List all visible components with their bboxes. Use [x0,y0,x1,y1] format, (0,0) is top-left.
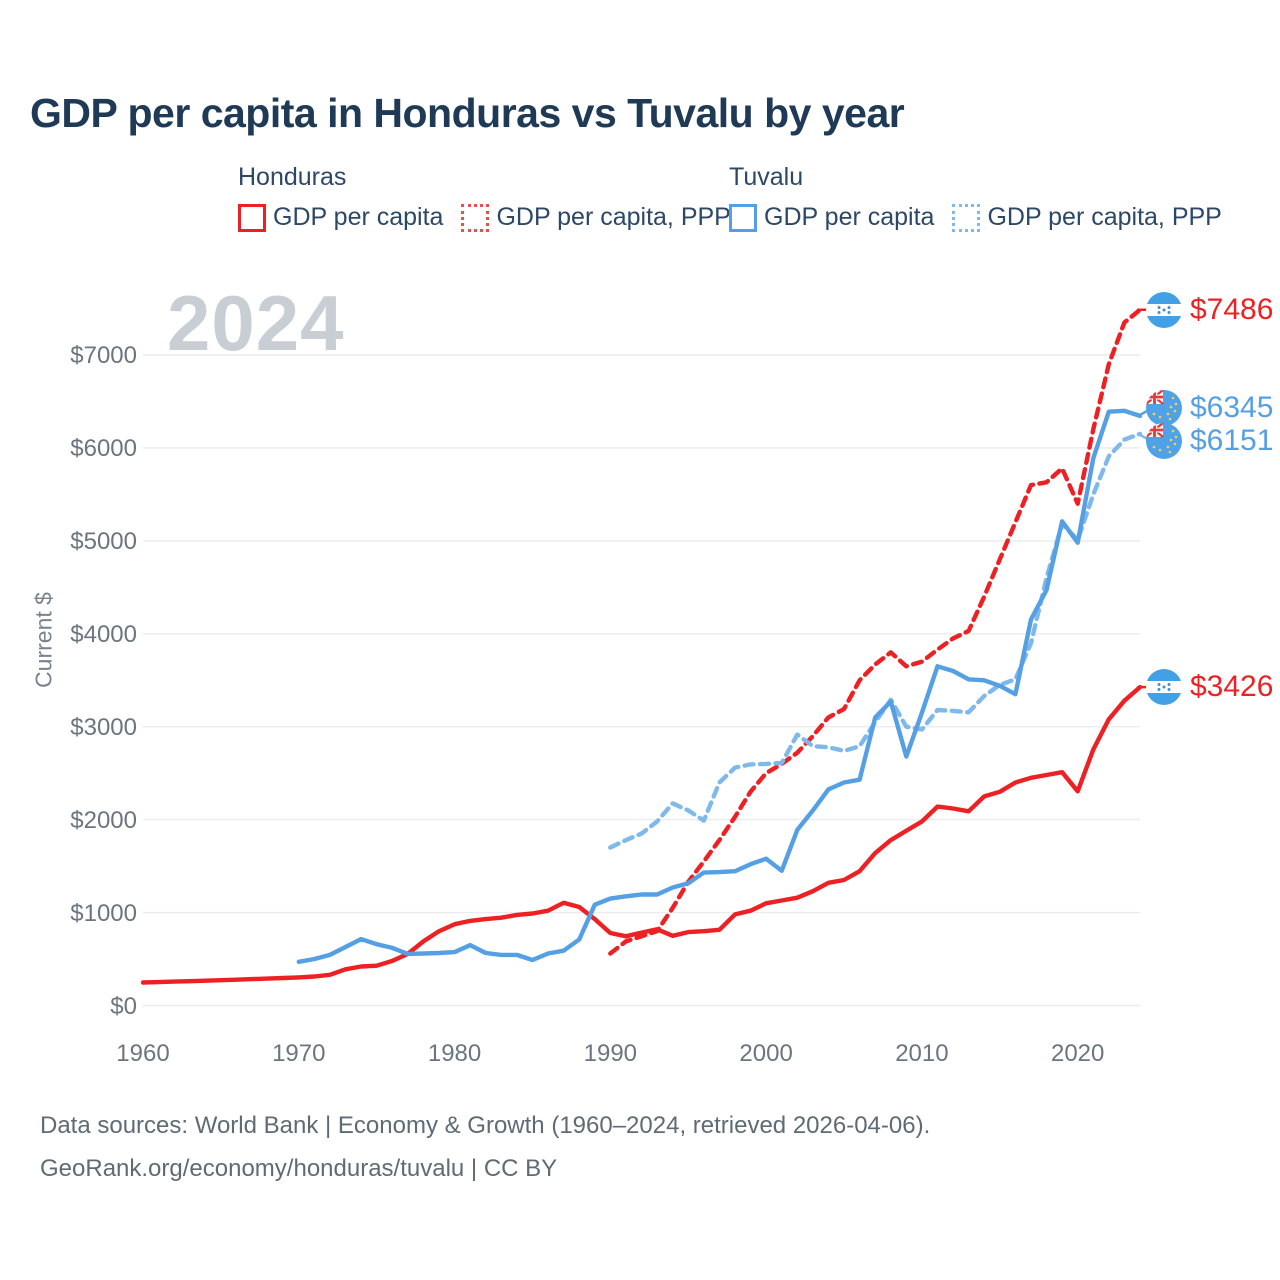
x-tick-label: 1970 [272,1040,326,1067]
y-tick-label: $4000 [70,620,137,648]
y-tick-label: $1000 [70,899,137,927]
y-tick-label: $3000 [70,713,137,741]
y-tick-label: $2000 [70,806,137,834]
series-line-tuvalu-ppp [608,431,1143,850]
legend-group-honduras: Honduras GDP per capita GDP per capita, PP… [238,163,731,232]
honduras-flag-icon [1146,669,1182,706]
legend-swatch-dotted [461,203,490,232]
series-line-tuvalu-gdp [296,408,1143,964]
footer-sources-line: Data sources: World Bank | Economy & Gro… [40,1112,931,1139]
legend-item-label: GDP per capita, PPP [496,203,731,231]
x-tick-label: 2000 [739,1040,793,1067]
honduras-flag-icon [1146,291,1182,328]
legend-item-label: GDP per capita [764,203,935,231]
x-tick-label: 1990 [583,1040,638,1067]
end-label-honduras-gdp: $3426 [1146,669,1274,706]
legend: Honduras GDP per capita GDP per capita, PP… [0,163,1280,243]
year-watermark: 2024 [167,279,345,367]
end-label-value: $6345 [1190,391,1274,425]
y-tick-label: $0 [110,992,137,1020]
x-tick-label: 1980 [427,1040,482,1067]
legend-swatch-solid [238,203,266,232]
tuvalu-flag-icon [1146,423,1182,460]
footer-attribution-line: GeoRank.org/economy/honduras/tuvalu | CC… [40,1155,558,1182]
legend-group-tuvalu: Tuvalu GDP per capita GDP per capita, PPP [729,163,1222,232]
end-label-tuvalu-ppp: $6151 [1146,423,1274,460]
x-tick-label: 2010 [895,1040,949,1067]
legend-item-tuvalu-gdp: GDP per capita [729,203,934,232]
series-line-honduras-gdp [140,684,1143,985]
legend-item-label: GDP per capita, PPP [987,203,1222,231]
end-label-value: $7486 [1190,292,1274,326]
footer: Data sources: World Bank | Economy & Gro… [40,1104,930,1190]
y-tick-label: $6000 [70,434,137,462]
y-tick-label: $5000 [70,527,137,555]
end-label-value: $3426 [1190,670,1274,704]
legend-country-label: Honduras [238,163,347,191]
x-tick-label: 1960 [116,1040,170,1067]
legend-item-honduras-ppp: GDP per capita, PPP [461,203,731,232]
legend-swatch-dotted [952,203,981,232]
end-label-honduras-ppp: $7486 [1146,291,1274,328]
chart-title: GDP per capita in Honduras vs Tuvalu by … [30,90,905,136]
end-label-value: $6151 [1190,424,1274,458]
legend-country-label: Tuvalu [729,163,804,191]
tuvalu-flag-icon [1146,390,1182,427]
x-tick-label: 2020 [1050,1040,1105,1067]
legend-swatch-solid [729,203,757,232]
series-line-honduras-ppp [608,307,1143,956]
legend-item-label: GDP per capita [273,203,444,231]
legend-item-tuvalu-ppp: GDP per capita, PPP [952,203,1222,232]
legend-item-honduras-gdp: GDP per capita [238,203,443,232]
end-label-tuvalu-gdp: $6345 [1146,390,1274,427]
y-tick-label: $7000 [70,342,137,369]
